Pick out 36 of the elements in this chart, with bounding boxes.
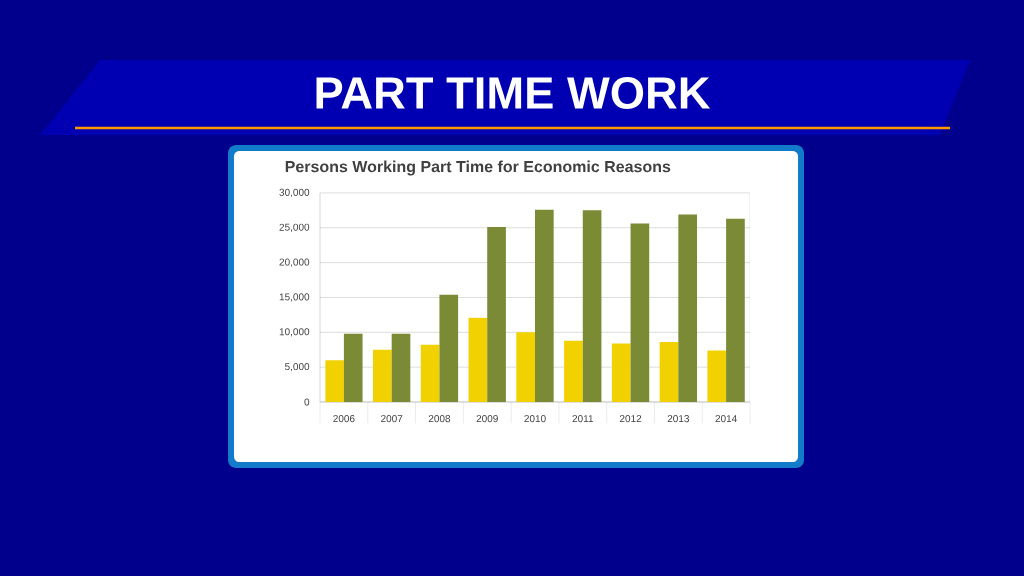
bar — [343, 333, 363, 402]
x-tick-label: 2009 — [476, 415, 498, 423]
x-tick-label: 2011 — [572, 415, 594, 423]
bar — [564, 340, 583, 402]
x-tick-label: 2014 — [715, 415, 737, 423]
x-tick-label: 2006 — [333, 415, 355, 423]
chart-title: PART TIME WORK — [316, 76, 711, 110]
x-tick-label: 2007 — [381, 415, 403, 423]
bar — [707, 350, 727, 402]
chart-subtitle: Persons Working Part Time for Economic Reasons — [285, 160, 671, 176]
bar — [487, 227, 506, 402]
x-tick-label: 2010 — [524, 415, 546, 423]
bar — [468, 317, 488, 402]
bar — [420, 344, 440, 402]
bar — [630, 223, 650, 402]
y-tick-label: 20,000 — [279, 258, 310, 267]
y-tick-label: 15,000 — [279, 293, 310, 302]
bar — [373, 349, 392, 402]
x-tick-label: 2012 — [619, 415, 642, 423]
y-tick-label: 0 — [304, 398, 310, 406]
bar — [726, 218, 745, 402]
bar — [516, 332, 535, 402]
bar — [611, 343, 631, 402]
bar — [325, 360, 344, 402]
y-tick-label: 25,000 — [279, 223, 310, 232]
y-tick-label: 5,000 — [284, 363, 310, 372]
x-tick-label: 2008 — [428, 415, 451, 423]
bar — [535, 209, 554, 402]
y-tick-label: 10,000 — [279, 328, 310, 337]
bar — [439, 294, 459, 402]
x-tick-label: 2013 — [667, 415, 690, 423]
bar — [678, 214, 697, 402]
bar — [582, 210, 602, 402]
bar — [391, 333, 411, 402]
y-tick-label: 30,000 — [279, 188, 310, 198]
bar — [659, 342, 679, 402]
